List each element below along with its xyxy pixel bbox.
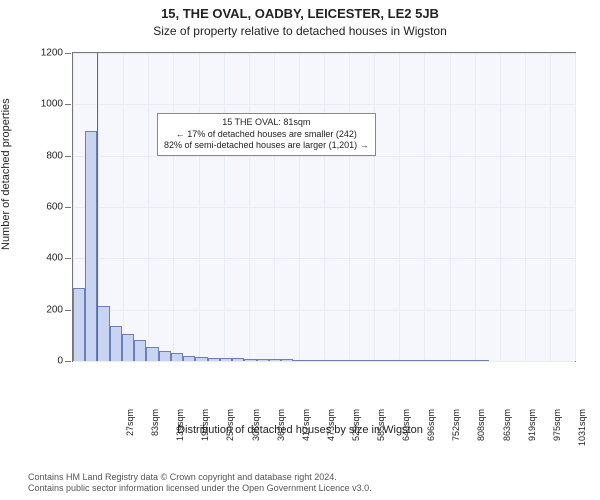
figure: { "title_line1": "15, THE OVAL, OADBY, L… bbox=[0, 0, 600, 500]
histogram-bar bbox=[195, 357, 207, 361]
histogram-bar bbox=[73, 288, 85, 361]
bars-layer bbox=[73, 53, 575, 361]
x-tick-label: 808sqm bbox=[476, 409, 486, 469]
histogram-bar bbox=[330, 360, 342, 361]
x-tick-label: 83sqm bbox=[150, 409, 160, 469]
footer-line-2: Contains public sector information licen… bbox=[28, 483, 600, 494]
x-tick-label: 529sqm bbox=[351, 409, 361, 469]
footer-text: Contains HM Land Registry data © Crown c… bbox=[0, 472, 600, 495]
histogram-bar bbox=[465, 360, 477, 361]
footer-line-1: Contains HM Land Registry data © Crown c… bbox=[28, 472, 600, 483]
x-tick-label: 975sqm bbox=[552, 409, 562, 469]
histogram-bar bbox=[146, 347, 158, 361]
histogram-bar bbox=[171, 353, 183, 361]
x-tick-label: 362sqm bbox=[276, 409, 286, 469]
histogram-bar bbox=[318, 360, 330, 361]
histogram-bar bbox=[220, 358, 232, 361]
histogram-bar bbox=[306, 360, 318, 361]
histogram-bar bbox=[367, 360, 379, 361]
x-tick-label: 139sqm bbox=[175, 409, 185, 469]
histogram-bar bbox=[391, 360, 403, 361]
x-tick-label: 306sqm bbox=[251, 409, 261, 469]
histogram-bar bbox=[85, 131, 97, 361]
histogram-bar bbox=[122, 334, 134, 361]
x-tick-label: 250sqm bbox=[225, 409, 235, 469]
x-tick-label: 417sqm bbox=[301, 409, 311, 469]
histogram-bar bbox=[110, 326, 122, 361]
x-tick-label: 473sqm bbox=[326, 409, 336, 469]
y-axis-label: Number of detached properties bbox=[0, 98, 12, 250]
x-tick-labels: 27sqm83sqm139sqm194sqm250sqm306sqm362sqm… bbox=[72, 364, 576, 424]
histogram-bar bbox=[97, 306, 109, 361]
x-tick-label: 1031sqm bbox=[577, 409, 587, 469]
histogram-bar bbox=[428, 360, 440, 361]
histogram-bar bbox=[342, 360, 354, 361]
x-tick-label: 752sqm bbox=[451, 409, 461, 469]
histogram-bar bbox=[404, 360, 416, 361]
histogram-bar bbox=[257, 359, 269, 361]
histogram-bar bbox=[379, 360, 391, 361]
x-axis-title: Distribution of detached houses by size … bbox=[0, 424, 600, 436]
histogram-bar bbox=[355, 360, 367, 361]
x-tick-label: 27sqm bbox=[125, 409, 135, 469]
histogram-bar bbox=[232, 358, 244, 361]
histogram-bar bbox=[134, 340, 146, 361]
page-title: 15, THE OVAL, OADBY, LEICESTER, LE2 5JB bbox=[0, 6, 600, 21]
histogram-bar bbox=[244, 359, 256, 361]
y-tick-label: 1200 bbox=[41, 48, 63, 59]
annotation-line-2: ← 17% of detached houses are smaller (24… bbox=[164, 129, 369, 141]
histogram-bar bbox=[293, 360, 305, 361]
highlight-line bbox=[97, 53, 98, 361]
x-tick-label: 919sqm bbox=[527, 409, 537, 469]
y-tick-label: 600 bbox=[46, 202, 63, 213]
x-tick-label: 696sqm bbox=[426, 409, 436, 469]
subtitle: Size of property relative to detached ho… bbox=[0, 24, 600, 38]
x-tick-label: 863sqm bbox=[502, 409, 512, 469]
histogram-bar bbox=[416, 360, 428, 361]
histogram-bar bbox=[159, 351, 171, 361]
y-tick-label: 200 bbox=[46, 304, 63, 315]
y-tick-label: 1000 bbox=[41, 99, 63, 110]
plot-area: 020040060080010001200 15 THE OVAL: 81sqm… bbox=[72, 52, 576, 362]
histogram-bar bbox=[183, 356, 195, 361]
y-tick-label: 400 bbox=[46, 253, 63, 264]
histogram-bar bbox=[453, 360, 465, 361]
y-tick-label: 800 bbox=[46, 150, 63, 161]
x-tick-label: 640sqm bbox=[401, 409, 411, 469]
y-tick-label: 0 bbox=[57, 356, 63, 367]
annotation-line-3: 82% of semi-detached houses are larger (… bbox=[164, 140, 369, 152]
x-tick-label: 585sqm bbox=[376, 409, 386, 469]
histogram-bar bbox=[208, 358, 220, 361]
x-tick-label: 194sqm bbox=[200, 409, 210, 469]
annotation-box: 15 THE OVAL: 81sqm ← 17% of detached hou… bbox=[157, 113, 376, 156]
histogram-bar bbox=[269, 359, 281, 361]
histogram-bar bbox=[281, 359, 293, 361]
annotation-line-1: 15 THE OVAL: 81sqm bbox=[164, 117, 369, 129]
histogram-bar bbox=[440, 360, 452, 361]
histogram-bar bbox=[477, 360, 489, 361]
